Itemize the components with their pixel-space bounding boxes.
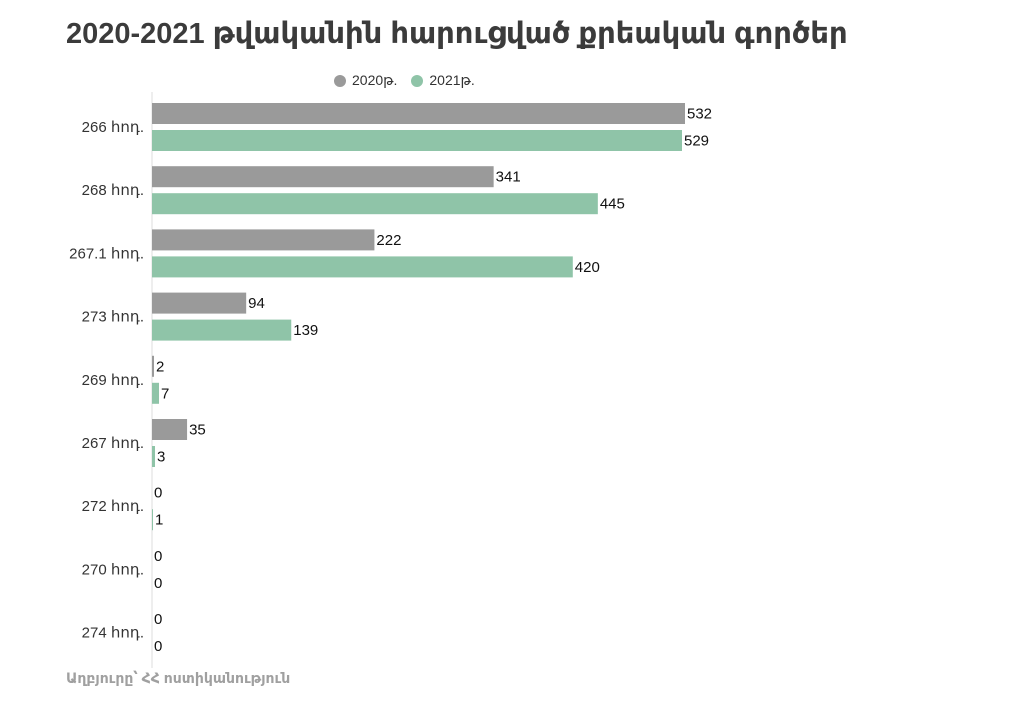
bar-series-2 — [152, 509, 154, 531]
data-label-series-1: 0 — [154, 548, 162, 565]
data-label-series-1: 0 — [154, 485, 162, 502]
data-label-series-1: 35 — [189, 422, 206, 439]
bar-series-2 — [152, 382, 160, 404]
bar-series-1 — [152, 103, 685, 124]
data-label-series-1: 0 — [154, 611, 162, 628]
bar-series-1 — [152, 355, 155, 377]
data-label-series-1: 532 — [687, 106, 712, 123]
category-label: 266 հոդ. — [82, 119, 144, 136]
bar-series-2 — [152, 319, 292, 341]
bar-series-1 — [152, 292, 247, 314]
legend-swatch-2 — [411, 74, 424, 87]
data-label-series-2: 1 — [155, 512, 163, 529]
data-label-series-1: 94 — [248, 295, 265, 312]
category-label: 270 հոդ. — [82, 561, 144, 578]
legend-label-1: 2020թ. — [352, 72, 398, 88]
bar-series-1 — [152, 229, 375, 251]
bar-series-2 — [152, 446, 156, 467]
data-label-series-1: 341 — [496, 169, 521, 186]
category-label: 269 հոդ. — [82, 372, 144, 389]
legend-item-1: 2020թ. — [334, 72, 397, 89]
data-label-series-2: 529 — [684, 133, 709, 150]
data-label-series-2: 139 — [293, 322, 318, 339]
source-note: Աղբյուրը՝ ՀՀ ոստիկանություն — [66, 670, 291, 686]
data-label-series-2: 0 — [154, 638, 162, 655]
legend-swatch-1 — [334, 74, 346, 87]
bar-series-1 — [152, 166, 494, 188]
legend: 2020թ. 2021թ. — [334, 72, 475, 89]
bar-series-1 — [152, 419, 188, 440]
chart-title: 2020-2021 թվականին հարուցված քրեական գոր… — [66, 18, 848, 50]
bar-series-2 — [152, 256, 573, 278]
category-label: 267 հոդ. — [82, 435, 144, 452]
category-label: 272 հոդ. — [82, 498, 144, 515]
data-label-series-2: 7 — [161, 385, 169, 402]
data-label-series-2: 445 — [600, 196, 625, 213]
bar-series-2 — [152, 130, 682, 151]
data-label-series-1: 2 — [156, 358, 164, 375]
category-label: 268 հոդ. — [82, 182, 144, 199]
data-label-series-2: 420 — [575, 259, 600, 276]
legend-label-2: 2021թ. — [429, 72, 475, 88]
bar-series-2 — [152, 193, 598, 215]
category-label: 273 հոդ. — [82, 309, 144, 326]
legend-item-2: 2021թ. — [411, 72, 475, 89]
category-label: 267.1 հոդ. — [69, 245, 144, 262]
data-label-series-2: 0 — [154, 575, 162, 592]
data-label-series-1: 222 — [376, 232, 401, 249]
data-label-series-2: 3 — [157, 449, 165, 466]
category-label: 274 հոդ. — [82, 625, 144, 642]
